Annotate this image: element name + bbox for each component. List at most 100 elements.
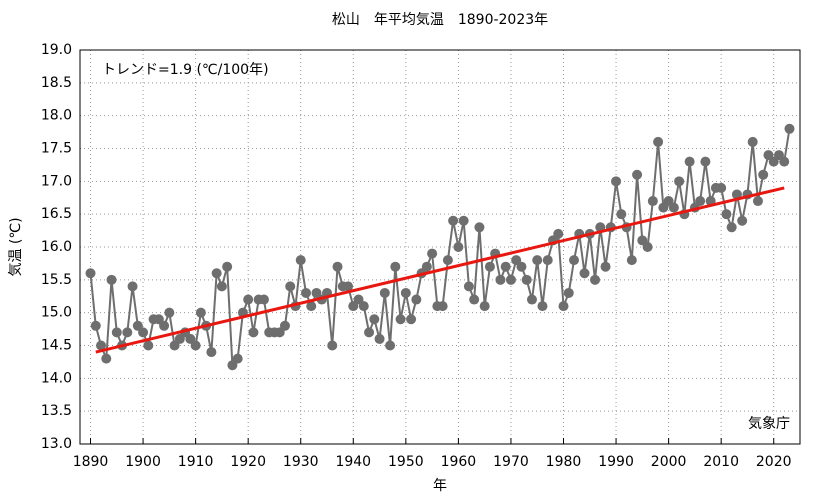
data-point	[306, 301, 317, 312]
data-point	[211, 268, 222, 279]
data-point	[190, 340, 201, 351]
annotation: トレンド=1.9 (℃/100年)	[102, 62, 269, 78]
data-point	[343, 281, 354, 292]
data-point	[90, 320, 101, 331]
data-point	[721, 209, 732, 220]
data-point	[395, 314, 406, 325]
data-point	[521, 274, 532, 285]
y-tick-label: 13.5	[41, 403, 72, 419]
data-point	[726, 222, 737, 233]
y-tick-label: 18.5	[41, 75, 72, 91]
data-point	[448, 215, 459, 226]
data-point	[747, 136, 758, 147]
data-point	[159, 320, 170, 331]
data-point	[138, 327, 149, 338]
y-tick-label: 13.0	[41, 436, 72, 452]
data-point	[532, 255, 543, 266]
y-tick-label: 18.0	[41, 108, 72, 124]
data-point	[758, 169, 769, 180]
data-point	[653, 136, 664, 147]
data-point	[96, 340, 107, 351]
x-tick-label: 1890	[73, 454, 109, 470]
data-point	[411, 294, 422, 305]
y-tick-label: 19.0	[41, 42, 72, 58]
data-point	[243, 294, 254, 305]
data-point	[216, 281, 227, 292]
data-point	[106, 274, 117, 285]
data-point	[526, 294, 537, 305]
data-point	[248, 327, 259, 338]
data-point	[495, 274, 506, 285]
y-tick-label: 17.0	[41, 173, 72, 189]
data-point	[232, 353, 243, 364]
data-point	[479, 301, 490, 312]
data-point	[427, 248, 438, 259]
data-point	[569, 255, 580, 266]
data-point	[327, 340, 338, 351]
x-tick-label: 1980	[546, 454, 582, 470]
annotation: 気象庁	[748, 416, 790, 432]
data-point	[143, 340, 154, 351]
y-tick-label: 14.5	[41, 338, 72, 354]
data-point	[611, 176, 622, 187]
data-point	[505, 274, 516, 285]
data-point	[632, 169, 643, 180]
data-point	[616, 209, 627, 220]
data-point	[206, 347, 217, 358]
data-point	[437, 301, 448, 312]
data-point	[516, 261, 527, 272]
data-point	[500, 261, 511, 272]
data-point	[369, 314, 380, 325]
data-point	[390, 261, 401, 272]
x-tick-label: 1960	[441, 454, 477, 470]
x-axis-label: 年	[433, 478, 447, 494]
x-tick-label: 1930	[283, 454, 319, 470]
data-point	[111, 327, 122, 338]
data-point	[258, 294, 269, 305]
y-tick-label: 16.5	[41, 206, 72, 222]
data-point	[379, 287, 390, 298]
data-point	[127, 281, 138, 292]
data-point	[737, 215, 748, 226]
data-point	[285, 281, 296, 292]
x-tick-label: 1910	[178, 454, 214, 470]
data-point	[442, 255, 453, 266]
data-point	[784, 123, 795, 134]
x-tick-label: 1900	[125, 454, 161, 470]
x-tick-label: 1970	[493, 454, 529, 470]
y-tick-label: 15.5	[41, 272, 72, 288]
data-point	[164, 307, 175, 318]
data-point	[453, 242, 464, 252]
data-point	[779, 156, 790, 167]
data-point	[553, 228, 564, 239]
data-point	[484, 261, 495, 272]
data-point	[695, 196, 706, 207]
data-point	[752, 196, 763, 207]
y-axis-label: 気温 (℃)	[8, 217, 24, 276]
y-tick-label: 17.5	[41, 141, 72, 157]
data-point	[558, 301, 569, 312]
data-point	[85, 268, 96, 279]
data-point	[300, 287, 311, 298]
data-point	[195, 307, 206, 318]
plot-frame	[79, 49, 801, 445]
data-point	[101, 353, 112, 364]
data-point	[295, 255, 306, 266]
data-point	[700, 156, 711, 167]
data-point	[406, 314, 417, 325]
y-tick-label: 15.0	[41, 305, 72, 321]
data-point	[731, 189, 742, 200]
data-point	[542, 255, 553, 266]
x-tick-label: 2010	[703, 454, 739, 470]
data-point	[674, 176, 685, 187]
chart-title: 松山 年平均気温 1890-2023年	[332, 12, 548, 28]
data-point	[668, 202, 679, 213]
data-point	[626, 255, 637, 266]
data-point	[579, 268, 590, 279]
data-point	[563, 287, 574, 298]
trend-line	[95, 186, 785, 354]
data-point	[222, 261, 233, 272]
data-point	[458, 215, 469, 226]
data-point	[537, 301, 548, 312]
